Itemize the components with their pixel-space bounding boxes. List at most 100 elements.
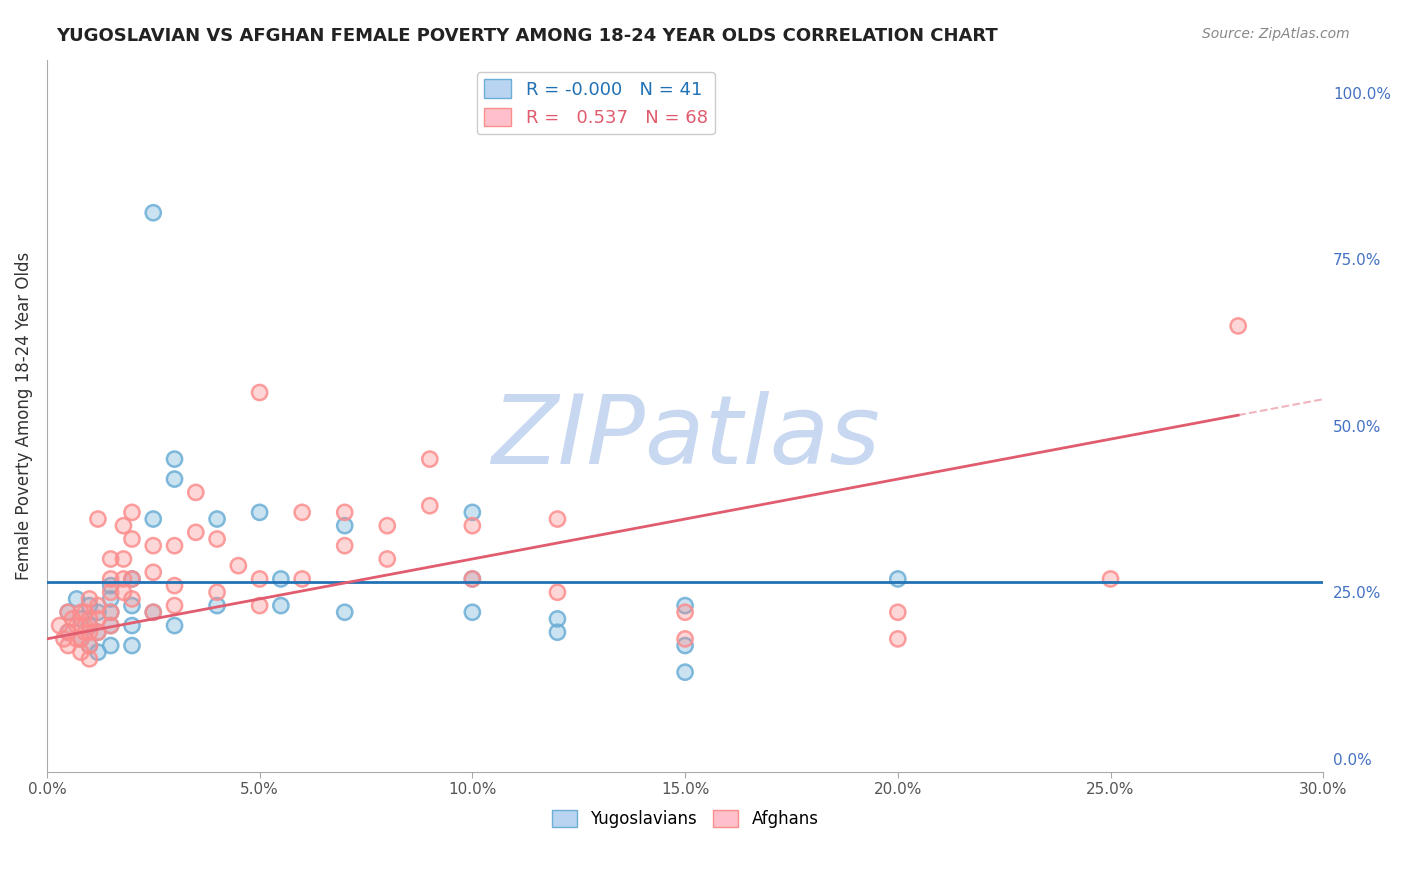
Point — [887, 572, 910, 586]
Point — [121, 591, 143, 606]
Point — [56, 639, 79, 653]
Point — [461, 518, 484, 533]
Y-axis label: Female Poverty Among 18-24 Year Olds: Female Poverty Among 18-24 Year Olds — [15, 252, 32, 580]
Point — [461, 605, 484, 619]
Point — [121, 572, 143, 586]
Point — [121, 599, 143, 613]
Point — [79, 591, 101, 606]
Point — [121, 618, 143, 632]
Point — [184, 525, 207, 540]
Point — [87, 605, 110, 619]
Point — [333, 518, 356, 533]
Point — [205, 512, 228, 526]
Point — [100, 605, 122, 619]
Point — [205, 585, 228, 599]
Point — [87, 645, 110, 659]
Point — [70, 618, 93, 632]
Point — [270, 572, 292, 586]
Point — [75, 625, 97, 640]
Point — [56, 605, 79, 619]
Point — [62, 612, 84, 626]
Point — [673, 665, 696, 680]
Point — [249, 572, 271, 586]
Point — [270, 599, 292, 613]
Point — [163, 539, 186, 553]
Point — [79, 639, 101, 653]
Point — [112, 585, 135, 599]
Point — [205, 512, 228, 526]
Point — [79, 599, 101, 613]
Point — [66, 632, 89, 646]
Point — [100, 639, 122, 653]
Point — [70, 632, 93, 646]
Point — [673, 665, 696, 680]
Point — [100, 639, 122, 653]
Point — [121, 572, 143, 586]
Point — [1227, 318, 1250, 333]
Point — [205, 532, 228, 546]
Point — [673, 599, 696, 613]
Point — [87, 512, 110, 526]
Point — [75, 625, 97, 640]
Point — [546, 512, 568, 526]
Point — [79, 618, 101, 632]
Point — [121, 572, 143, 586]
Point — [887, 572, 910, 586]
Point — [70, 632, 93, 646]
Point — [100, 605, 122, 619]
Point — [887, 632, 910, 646]
Point — [333, 605, 356, 619]
Point — [87, 625, 110, 640]
Point — [79, 652, 101, 666]
Point — [1227, 318, 1250, 333]
Point — [48, 618, 70, 632]
Point — [121, 639, 143, 653]
Point — [79, 612, 101, 626]
Point — [163, 599, 186, 613]
Point — [270, 572, 292, 586]
Point — [270, 599, 292, 613]
Point — [228, 558, 250, 573]
Point — [100, 579, 122, 593]
Point — [546, 585, 568, 599]
Point — [673, 639, 696, 653]
Point — [100, 618, 122, 632]
Point — [79, 625, 101, 640]
Point — [461, 505, 484, 519]
Point — [112, 518, 135, 533]
Point — [66, 618, 89, 632]
Point — [100, 572, 122, 586]
Point — [121, 532, 143, 546]
Point — [163, 472, 186, 486]
Point — [673, 605, 696, 619]
Point — [79, 612, 101, 626]
Point — [87, 512, 110, 526]
Point — [87, 612, 110, 626]
Point — [163, 579, 186, 593]
Point — [887, 605, 910, 619]
Point — [1099, 572, 1122, 586]
Point — [100, 552, 122, 566]
Point — [70, 645, 93, 659]
Point — [461, 518, 484, 533]
Point — [546, 625, 568, 640]
Point — [52, 632, 75, 646]
Point — [419, 452, 441, 467]
Point — [333, 518, 356, 533]
Point — [79, 639, 101, 653]
Point — [142, 206, 165, 220]
Point — [142, 539, 165, 553]
Point — [87, 645, 110, 659]
Point — [142, 605, 165, 619]
Point — [75, 605, 97, 619]
Point — [121, 505, 143, 519]
Point — [333, 505, 356, 519]
Point — [205, 599, 228, 613]
Point — [100, 585, 122, 599]
Point — [56, 639, 79, 653]
Point — [100, 605, 122, 619]
Point — [100, 591, 122, 606]
Point — [163, 599, 186, 613]
Point — [70, 612, 93, 626]
Point — [291, 572, 314, 586]
